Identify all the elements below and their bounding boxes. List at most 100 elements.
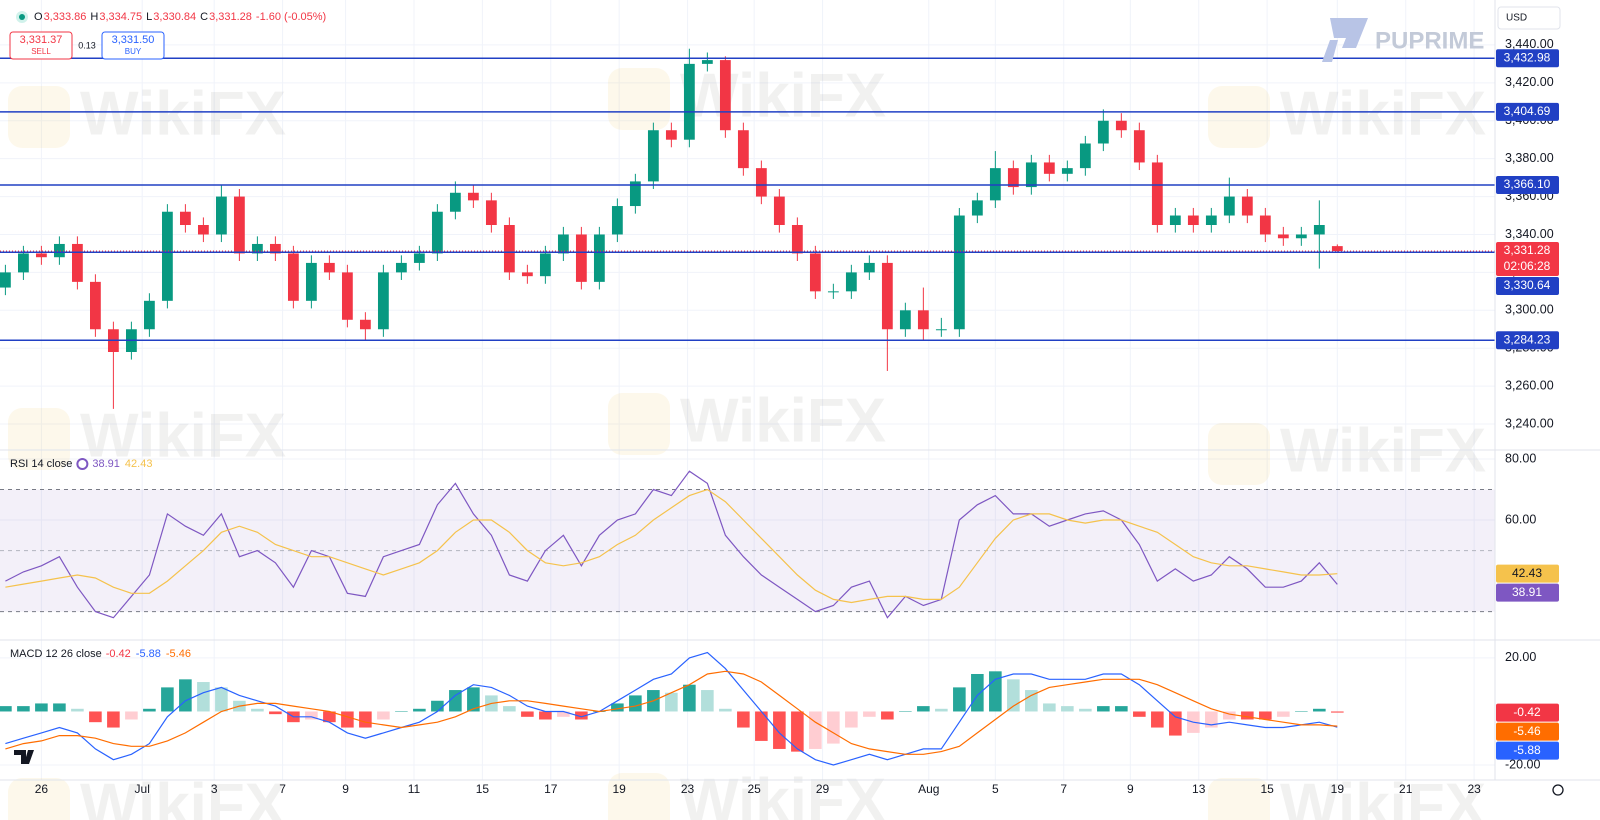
y-tick-label: 3,340.00 [1505, 227, 1554, 241]
candle-body [575, 234, 587, 282]
candle-body [1169, 215, 1181, 225]
candle-body [143, 300, 155, 330]
macd-histogram-bar [1133, 711, 1146, 717]
indicator-axis-value: 38.91 [1512, 585, 1542, 599]
watermark-icon [608, 773, 670, 820]
x-tick-label: 15 [1260, 782, 1274, 796]
indicator-axis-value: -0.42 [1513, 705, 1541, 719]
indicator-axis-value-box [1496, 703, 1559, 722]
buy-button[interactable]: 3,331.50 BUY [101, 31, 165, 60]
macd-histogram-bar [1331, 711, 1344, 713]
indicator-title: RSI 14 close [10, 458, 72, 470]
candle-body [1313, 225, 1325, 235]
macd-histogram-bar [557, 711, 570, 717]
watermark: WikiFX [80, 79, 286, 148]
candle-body [179, 211, 191, 225]
quote-key: O [34, 11, 43, 23]
indicator-line [5, 488, 1338, 604]
level-label-box [1496, 102, 1559, 121]
buy-label[interactable]: BUY [125, 47, 142, 56]
macd-histogram-bar [179, 679, 192, 712]
macd-histogram-bar [1277, 711, 1290, 717]
macd-histogram-bar [17, 706, 30, 712]
macd-histogram-bar [269, 711, 282, 715]
sell-price[interactable]: 3,331.37 [20, 34, 63, 46]
buy-button-frame[interactable] [101, 31, 165, 60]
watermark-icon [608, 393, 670, 455]
x-tick-label: 9 [1127, 782, 1134, 796]
grid [0, 0, 1495, 780]
candle-body [233, 196, 245, 254]
macd-histogram-bar [1295, 711, 1308, 712]
macd-histogram-bar [1205, 711, 1218, 728]
watermark-icon [8, 408, 70, 470]
macd-histogram-bar [773, 711, 786, 749]
indicator-title: MACD 12 26 close [10, 648, 102, 660]
x-tick-label: 9 [342, 782, 349, 796]
macd-histogram-bar [359, 711, 372, 728]
watermark: WikiFX [80, 401, 286, 470]
x-tick-label: 11 [408, 782, 421, 796]
candle-body [593, 234, 605, 282]
candle-body [449, 192, 461, 212]
watermark-icon [1208, 86, 1270, 148]
indicator-line [5, 670, 1338, 755]
x-tick-label: 29 [816, 782, 830, 796]
watermark: WikiFX [80, 771, 286, 820]
plot [0, 48, 1495, 766]
candle-body [881, 262, 893, 330]
macd-histogram-bar [791, 711, 804, 752]
candle-body [809, 253, 821, 292]
currency-button[interactable] [1497, 6, 1561, 30]
candle-body [791, 225, 803, 254]
candle-body [1151, 162, 1163, 225]
macd-histogram-bar [215, 687, 228, 712]
sell-button[interactable]: 3,331.37 SELL [9, 31, 73, 60]
macd-histogram-bar [161, 687, 174, 712]
macd-histogram-bar [971, 673, 984, 712]
candle-body [215, 196, 227, 235]
quote-value: 3,331.28 [209, 11, 252, 23]
macd-histogram-bar [845, 711, 858, 728]
macd-histogram-bar [1151, 711, 1164, 728]
settings-icon[interactable] [1552, 784, 1564, 796]
indicator-value: 42.43 [125, 458, 153, 470]
candle-body [629, 181, 641, 207]
quote-key: L [146, 11, 152, 23]
candle-body [899, 310, 911, 330]
watermark-icon [1208, 778, 1270, 820]
buy-price[interactable]: 3,331.50 [112, 34, 155, 46]
tv-logo [14, 750, 34, 764]
spread: 0.13 [78, 40, 96, 50]
candle-body [377, 272, 389, 330]
macd-histogram-bar [125, 711, 138, 720]
indicator-axis-value-box [1496, 722, 1559, 741]
macd-histogram-bar [683, 684, 696, 712]
indicator-axis-value: 42.43 [1512, 566, 1542, 580]
level-label: 3,404.69 [1504, 104, 1551, 118]
candle-body [917, 310, 929, 330]
macd-histogram-bar [323, 711, 336, 723]
y-tick-label: 20.00 [1505, 650, 1536, 664]
macd-histogram-bar [395, 711, 408, 712]
sell-button-frame[interactable] [9, 31, 73, 60]
y-tick-label: 60.00 [1505, 512, 1536, 526]
macd-histogram-bar [1007, 679, 1020, 712]
candle-body [773, 196, 785, 225]
sell-label[interactable]: SELL [31, 47, 51, 56]
indicator-axis-value-box [1496, 564, 1559, 583]
macd-histogram-bar [1313, 708, 1326, 712]
candle-body [1061, 168, 1073, 174]
candle-body [1079, 143, 1091, 169]
indicator-icon [76, 458, 89, 470]
macd-histogram-bar [449, 690, 462, 712]
currency[interactable]: USD [1506, 13, 1527, 24]
candle-body [1259, 215, 1271, 235]
macd-histogram-bar [35, 703, 48, 712]
candle-body [935, 329, 947, 331]
macd-histogram-bar [521, 711, 534, 717]
macd-histogram-bar [1223, 711, 1236, 720]
quote-key: C [200, 11, 208, 23]
